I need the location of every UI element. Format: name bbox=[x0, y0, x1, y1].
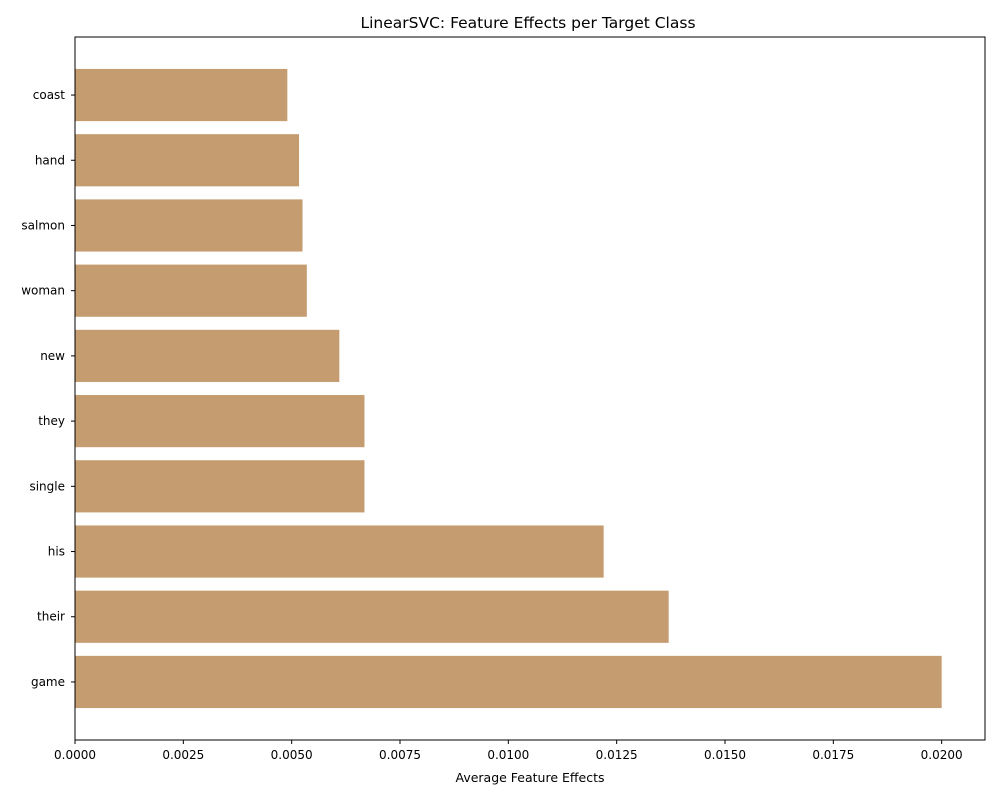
bar-their bbox=[75, 590, 669, 643]
bar-game bbox=[75, 655, 942, 709]
y-tick-label: game bbox=[31, 675, 65, 689]
y-tick-label: new bbox=[40, 349, 65, 363]
y-axis-ticks: coast hand salmon woman new they single his thei… bbox=[21, 88, 75, 689]
x-tick-label: 0.0025 bbox=[162, 748, 204, 762]
bar-salmon bbox=[75, 199, 303, 252]
y-tick-label: coast bbox=[33, 88, 66, 102]
x-axis-ticks: 0.0000 0.0025 0.0050 0.0075 0.0100 0.0125 0.01… bbox=[54, 740, 963, 762]
y-tick-label: they bbox=[38, 414, 65, 428]
bar-coast bbox=[75, 68, 288, 122]
y-tick-label: woman bbox=[21, 284, 65, 298]
x-axis-label: Average Feature Effects bbox=[456, 770, 605, 785]
x-tick-label: 0.0200 bbox=[921, 748, 963, 762]
x-tick-label: 0.0125 bbox=[596, 748, 638, 762]
bar-woman bbox=[75, 264, 307, 317]
bar-single bbox=[75, 460, 365, 513]
y-tick-label: hand bbox=[35, 153, 65, 167]
x-tick-label: 0.0175 bbox=[812, 748, 854, 762]
y-tick-label: salmon bbox=[21, 218, 65, 232]
y-tick-label: his bbox=[48, 545, 65, 559]
y-tick-label: their bbox=[37, 610, 65, 624]
bar-they bbox=[75, 395, 365, 448]
y-tick-label: single bbox=[29, 479, 65, 493]
x-tick-label: 0.0050 bbox=[271, 748, 313, 762]
bar-his bbox=[75, 525, 604, 578]
x-tick-label: 0.0150 bbox=[704, 748, 746, 762]
bar-hand bbox=[75, 134, 300, 187]
plot-area-frame bbox=[74, 36, 986, 741]
x-tick-label: 0.0075 bbox=[379, 748, 421, 762]
x-tick-label: 0.0100 bbox=[487, 748, 529, 762]
chart-title: LinearSVC: Feature Effects per Target Cl… bbox=[360, 14, 695, 32]
bar-new bbox=[75, 329, 340, 382]
bars-layer bbox=[75, 68, 942, 709]
x-tick-label: 0.0000 bbox=[54, 748, 96, 762]
